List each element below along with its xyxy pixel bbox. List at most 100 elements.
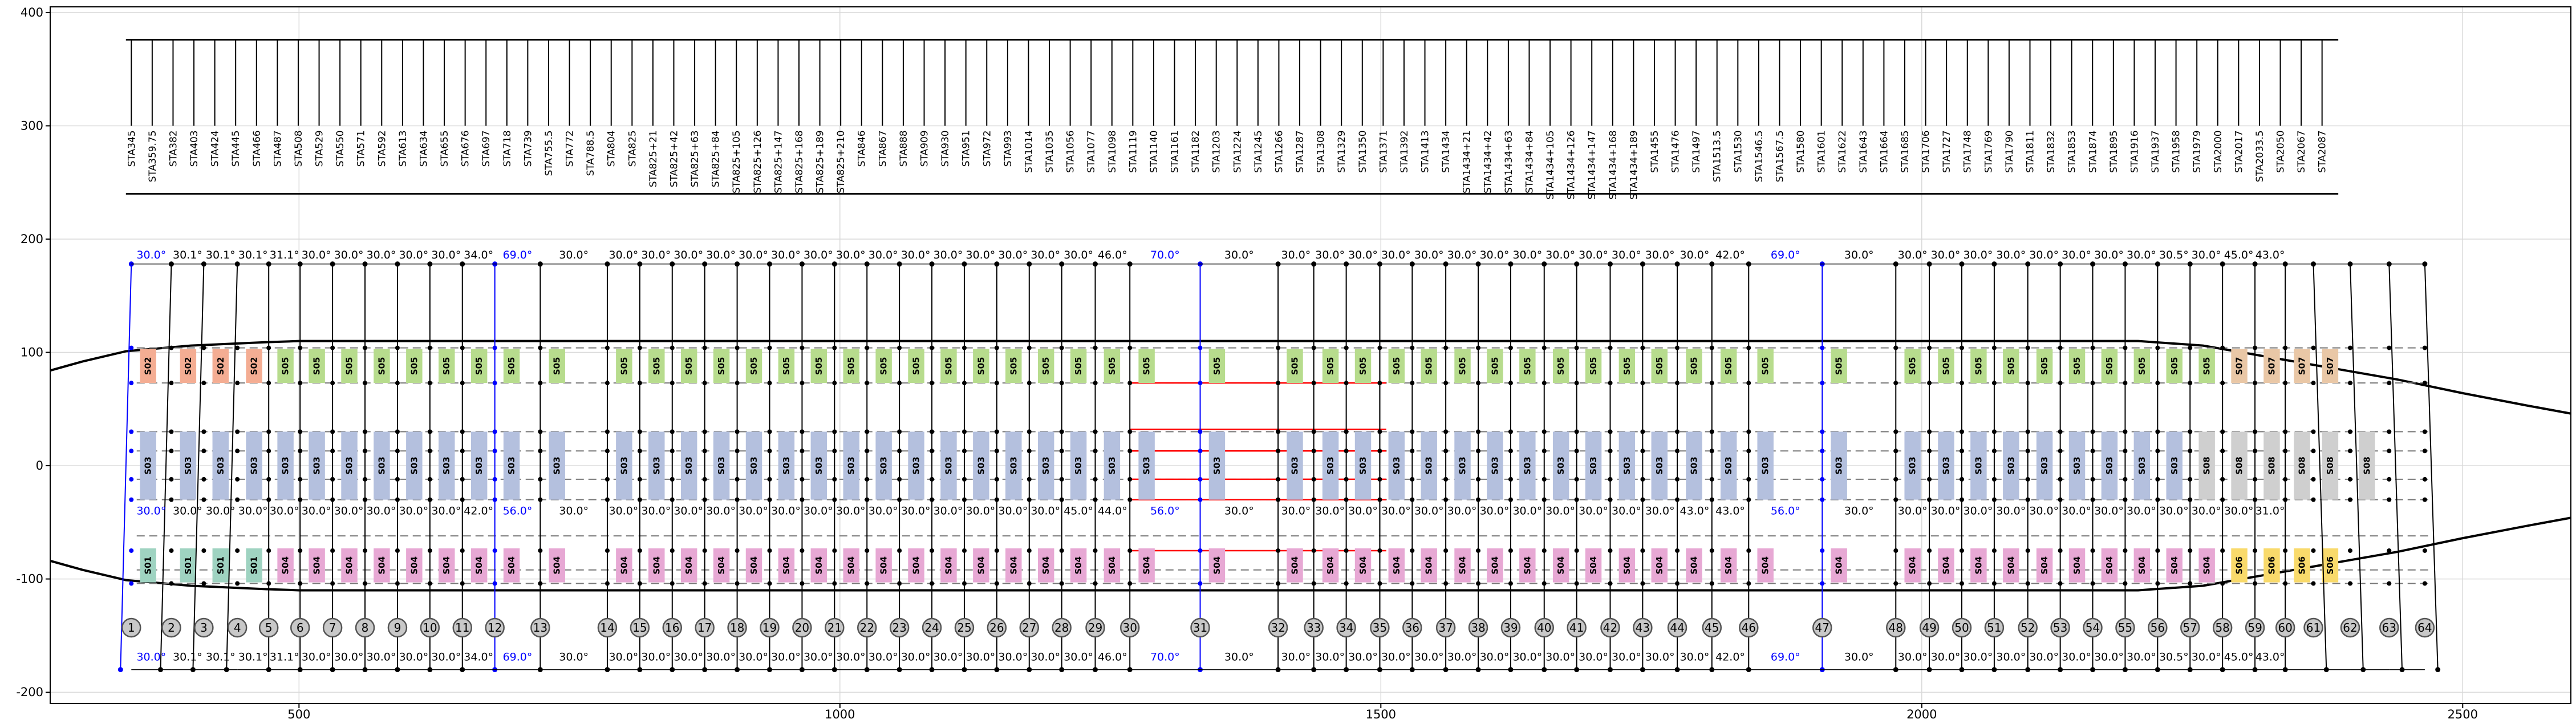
middle-section-code: S03 (1834, 457, 1844, 475)
frame-node (2220, 381, 2225, 386)
middle-panel (2198, 431, 2215, 500)
upper-panel (1322, 349, 1339, 383)
frame-node (994, 497, 999, 502)
bottom-angle-label: 30.0° (1612, 651, 1641, 664)
mid-angle-label: 56.0° (1771, 504, 1800, 517)
top-angle-label: 30.0° (399, 249, 428, 261)
lower-section-code: S04 (409, 556, 419, 575)
frame-node (2090, 548, 2095, 553)
middle-section-code: S03 (1458, 457, 1468, 475)
frame-node (395, 381, 400, 386)
frame-node (897, 476, 902, 482)
upper-section-code: S05 (1107, 357, 1117, 375)
frame-node (767, 497, 772, 502)
station-label: STA1664 (1879, 130, 1890, 173)
top-angle-label: 30.0° (739, 249, 768, 261)
upper-section-code: S05 (1358, 357, 1368, 375)
middle-section-code: S03 (2039, 457, 2050, 475)
frame-number-marker (1667, 617, 1687, 638)
frame-number-marker (1812, 617, 1832, 638)
lower-section-code: S04 (1325, 556, 1336, 575)
frame-number: 10 (423, 621, 437, 635)
frame-node (2283, 345, 2288, 350)
station-label: STA1530 (1733, 130, 1744, 173)
frame-node (1311, 476, 1316, 482)
top-angle-label: 30.0° (2062, 249, 2091, 261)
middle-panel (277, 431, 294, 500)
lower-panel (745, 548, 762, 583)
station-label: STA755.5 (543, 130, 555, 176)
frame-node (1541, 429, 1547, 434)
middle-panel (745, 431, 762, 500)
frame-node (1344, 581, 1349, 586)
station-label: STA1874 (2087, 130, 2099, 173)
upper-panel (1287, 349, 1303, 383)
top-angle-label: 30.0° (836, 249, 866, 261)
top-angle-label: 30.0° (2127, 249, 2156, 261)
middle-panel (439, 431, 455, 500)
bottom-angle-label: 30.0° (2029, 651, 2059, 664)
frame-node (994, 429, 999, 434)
station-label: STA613 (397, 130, 409, 167)
bottom-angle-label: 30.0° (1545, 651, 1575, 664)
station-label: STA825+105 (731, 130, 743, 193)
frame-node (492, 345, 497, 350)
frame-node (1640, 345, 1645, 350)
lower-panel (246, 548, 262, 583)
lower-section-code: S04 (1142, 556, 1152, 575)
frame-node (2387, 476, 2392, 482)
station-label: STA1182 (1190, 130, 1202, 173)
middle-panel (1552, 431, 1569, 500)
upper-panel (1388, 349, 1405, 383)
middle-panel (246, 431, 262, 500)
frame-line (160, 264, 172, 670)
frame-node (832, 497, 837, 502)
lower-panel (439, 548, 455, 583)
frame-number: 24 (924, 621, 939, 635)
station-label: STA592 (376, 130, 388, 167)
frame-node (1344, 476, 1349, 482)
frame-number-marker (161, 617, 181, 638)
top-angle-label: 30.0° (367, 249, 396, 261)
upper-section-code: S05 (376, 357, 387, 375)
frame-node (1093, 548, 1098, 553)
upper-section-code: S05 (506, 357, 517, 375)
frame-node (2058, 381, 2063, 386)
frame-node (1608, 497, 1613, 502)
upper-section-code: S05 (441, 357, 452, 375)
frame-number: 3 (200, 621, 208, 635)
top-angle-label: 69.0° (1771, 249, 1800, 261)
lower-panel (2263, 548, 2280, 583)
lower-panel (1104, 548, 1121, 583)
frame-node (832, 429, 837, 434)
frame-number: 55 (2118, 621, 2132, 635)
middle-section-code: S03 (2104, 457, 2115, 475)
frame-node (1608, 548, 1613, 553)
frame-node (735, 476, 740, 482)
frame-number-marker (1633, 617, 1653, 638)
upper-panel (180, 349, 197, 383)
frame-number-marker (954, 617, 975, 638)
lower-section-code: S04 (976, 556, 986, 575)
upper-panel (549, 349, 565, 383)
frame-number: 13 (533, 621, 547, 635)
y-tick-label: 300 (21, 119, 43, 132)
frame-number: 53 (2053, 621, 2067, 635)
frame-node (1608, 381, 1613, 386)
upper-panel (406, 349, 423, 383)
frame-number: 9 (394, 621, 401, 635)
upper-panel (341, 349, 358, 383)
frame-node (538, 497, 543, 502)
station-label: STA1077 (1086, 130, 1097, 173)
frame-node (1344, 548, 1349, 553)
frame-number: 15 (632, 621, 647, 635)
frame-node (1608, 476, 1613, 482)
station-label: STA1098 (1107, 130, 1118, 173)
frame-node (1059, 345, 1064, 350)
frame-node (832, 381, 837, 386)
frame-node (1709, 581, 1714, 586)
frame-node (2253, 476, 2258, 482)
lower-panel (2101, 548, 2118, 583)
upper-section-code: S05 (1142, 357, 1152, 375)
bottom-angle-label: 42.0° (1715, 651, 1745, 664)
